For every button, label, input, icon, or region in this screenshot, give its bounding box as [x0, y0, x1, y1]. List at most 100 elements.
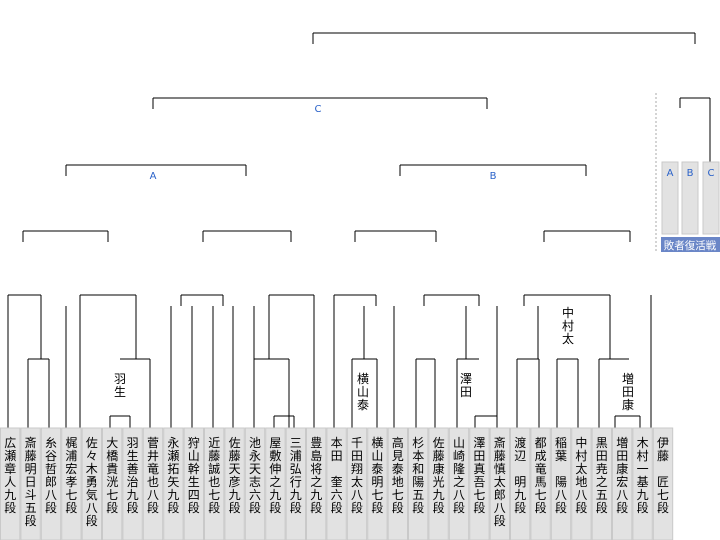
player-name-char: 段: [188, 500, 200, 515]
player-name-char: 六: [249, 488, 261, 502]
player-name-char: 永: [249, 449, 261, 463]
player-name-char: 竜: [535, 462, 547, 476]
player-box: [20, 427, 41, 540]
player-name-char: 八: [45, 488, 57, 502]
player-name-char: 々: [86, 449, 98, 463]
player-name-char: 孝: [65, 475, 77, 489]
player-name-char: 木: [637, 436, 649, 450]
player-name-char: 段: [290, 500, 302, 515]
player-name-char: 郎: [45, 475, 57, 489]
player-name-char: 六: [331, 488, 343, 502]
player-name-char: 九: [290, 488, 302, 502]
player-box: [326, 427, 347, 540]
player-name-char: 行: [290, 475, 302, 489]
player-name-char: 辺: [514, 449, 526, 463]
player-name-char: 斎: [25, 435, 37, 450]
player-name-char: 伸: [269, 462, 281, 476]
player-name-char: 哲: [45, 462, 57, 476]
player-name-char: 人: [4, 475, 16, 489]
block-label-a: A: [150, 171, 157, 182]
player-name-char: 見: [392, 449, 404, 463]
player-name-char: 敷: [269, 448, 281, 463]
player-name-char: 七: [65, 488, 77, 502]
player-name-char: 日: [25, 475, 37, 489]
winner-habu-char-1: 生: [114, 385, 126, 399]
player-name-char: 藤: [433, 449, 445, 463]
player-name-char: 糸: [45, 436, 57, 450]
player-name-char: 九: [167, 488, 179, 502]
player-name-char: 梶: [65, 436, 77, 450]
player-box: [510, 427, 531, 540]
player-name-char: 成: [535, 449, 547, 463]
player-name-char: 八: [147, 488, 159, 502]
player-name-char: 木: [86, 462, 98, 476]
player-name-char: 佐: [86, 436, 98, 450]
player-name-char: 陽: [555, 475, 567, 489]
player-name-char: 九: [4, 488, 16, 502]
repechage-slot-b-label: B: [687, 168, 694, 179]
player-32: 伊藤 匠七段: [652, 427, 674, 540]
player-box: [224, 427, 245, 540]
winner-nakamura-char-2: 太: [562, 331, 574, 346]
player-box: [142, 427, 164, 540]
player-name-char: 段: [331, 500, 343, 515]
player-name-char: 葉: [555, 449, 567, 463]
player-name-char: 田: [351, 449, 363, 463]
player-name-char: 段: [167, 500, 179, 515]
player-name-char: 八: [494, 501, 506, 515]
player-name-char: 横: [371, 436, 383, 450]
player-name-char: 田: [331, 449, 343, 463]
player-name-char: 段: [575, 500, 587, 515]
player-name-char: 菅: [147, 436, 159, 450]
player-name-char: 段: [310, 500, 322, 515]
player-name-char: 章: [4, 461, 16, 476]
player-name-char: 段: [351, 500, 363, 515]
player-name-char: 中: [575, 435, 587, 450]
player-name-char: 竜: [147, 462, 159, 476]
player-name-char: 志: [249, 475, 261, 489]
winner-habu: 羽 生: [114, 372, 126, 399]
player-name-char: 七: [106, 488, 118, 502]
player-name-char: 黒: [596, 436, 608, 450]
player-name-char: 九: [269, 488, 281, 502]
player-name-char: 段: [65, 500, 77, 515]
player-name-char: 段: [535, 500, 547, 515]
player-box: [632, 427, 653, 540]
player-name-char: 太: [351, 474, 363, 489]
player-box: [183, 427, 205, 540]
player-name-char: 奎: [331, 474, 343, 489]
player-name-char: 藤: [229, 449, 241, 463]
winner-sawada-char-1: 田: [460, 385, 472, 399]
player-name-char: 宏: [65, 461, 77, 476]
player-box: [652, 427, 674, 540]
player-name-char: 之: [596, 475, 608, 489]
player-name-char: 本: [331, 436, 343, 450]
player-box: [571, 427, 592, 540]
player-name-char: 島: [310, 448, 322, 463]
player-name-char: 隆: [453, 461, 465, 476]
player-name-char: 段: [412, 500, 424, 515]
repechage-caption-bg: [661, 237, 720, 252]
player-name-char: 彦: [229, 474, 241, 489]
player-name-char: 馬: [535, 475, 547, 489]
player-name-char: 明: [371, 475, 383, 489]
player-name-char: 屋: [269, 436, 281, 450]
repechage-section: A B C 敗者復活戦: [661, 161, 720, 252]
player-box: [591, 427, 612, 540]
player-name-char: 段: [433, 500, 445, 515]
player-name-char: 段: [106, 500, 118, 515]
repechage-caption: 敗者復活戦: [664, 239, 717, 252]
player-name-char: 之: [453, 475, 465, 489]
player-name-char: 泰: [392, 462, 404, 476]
player-name-char: 本: [412, 449, 424, 463]
player-name-char: 段: [596, 500, 608, 515]
player-name-char: 九: [229, 488, 241, 502]
player-name-char: 真: [473, 462, 485, 476]
